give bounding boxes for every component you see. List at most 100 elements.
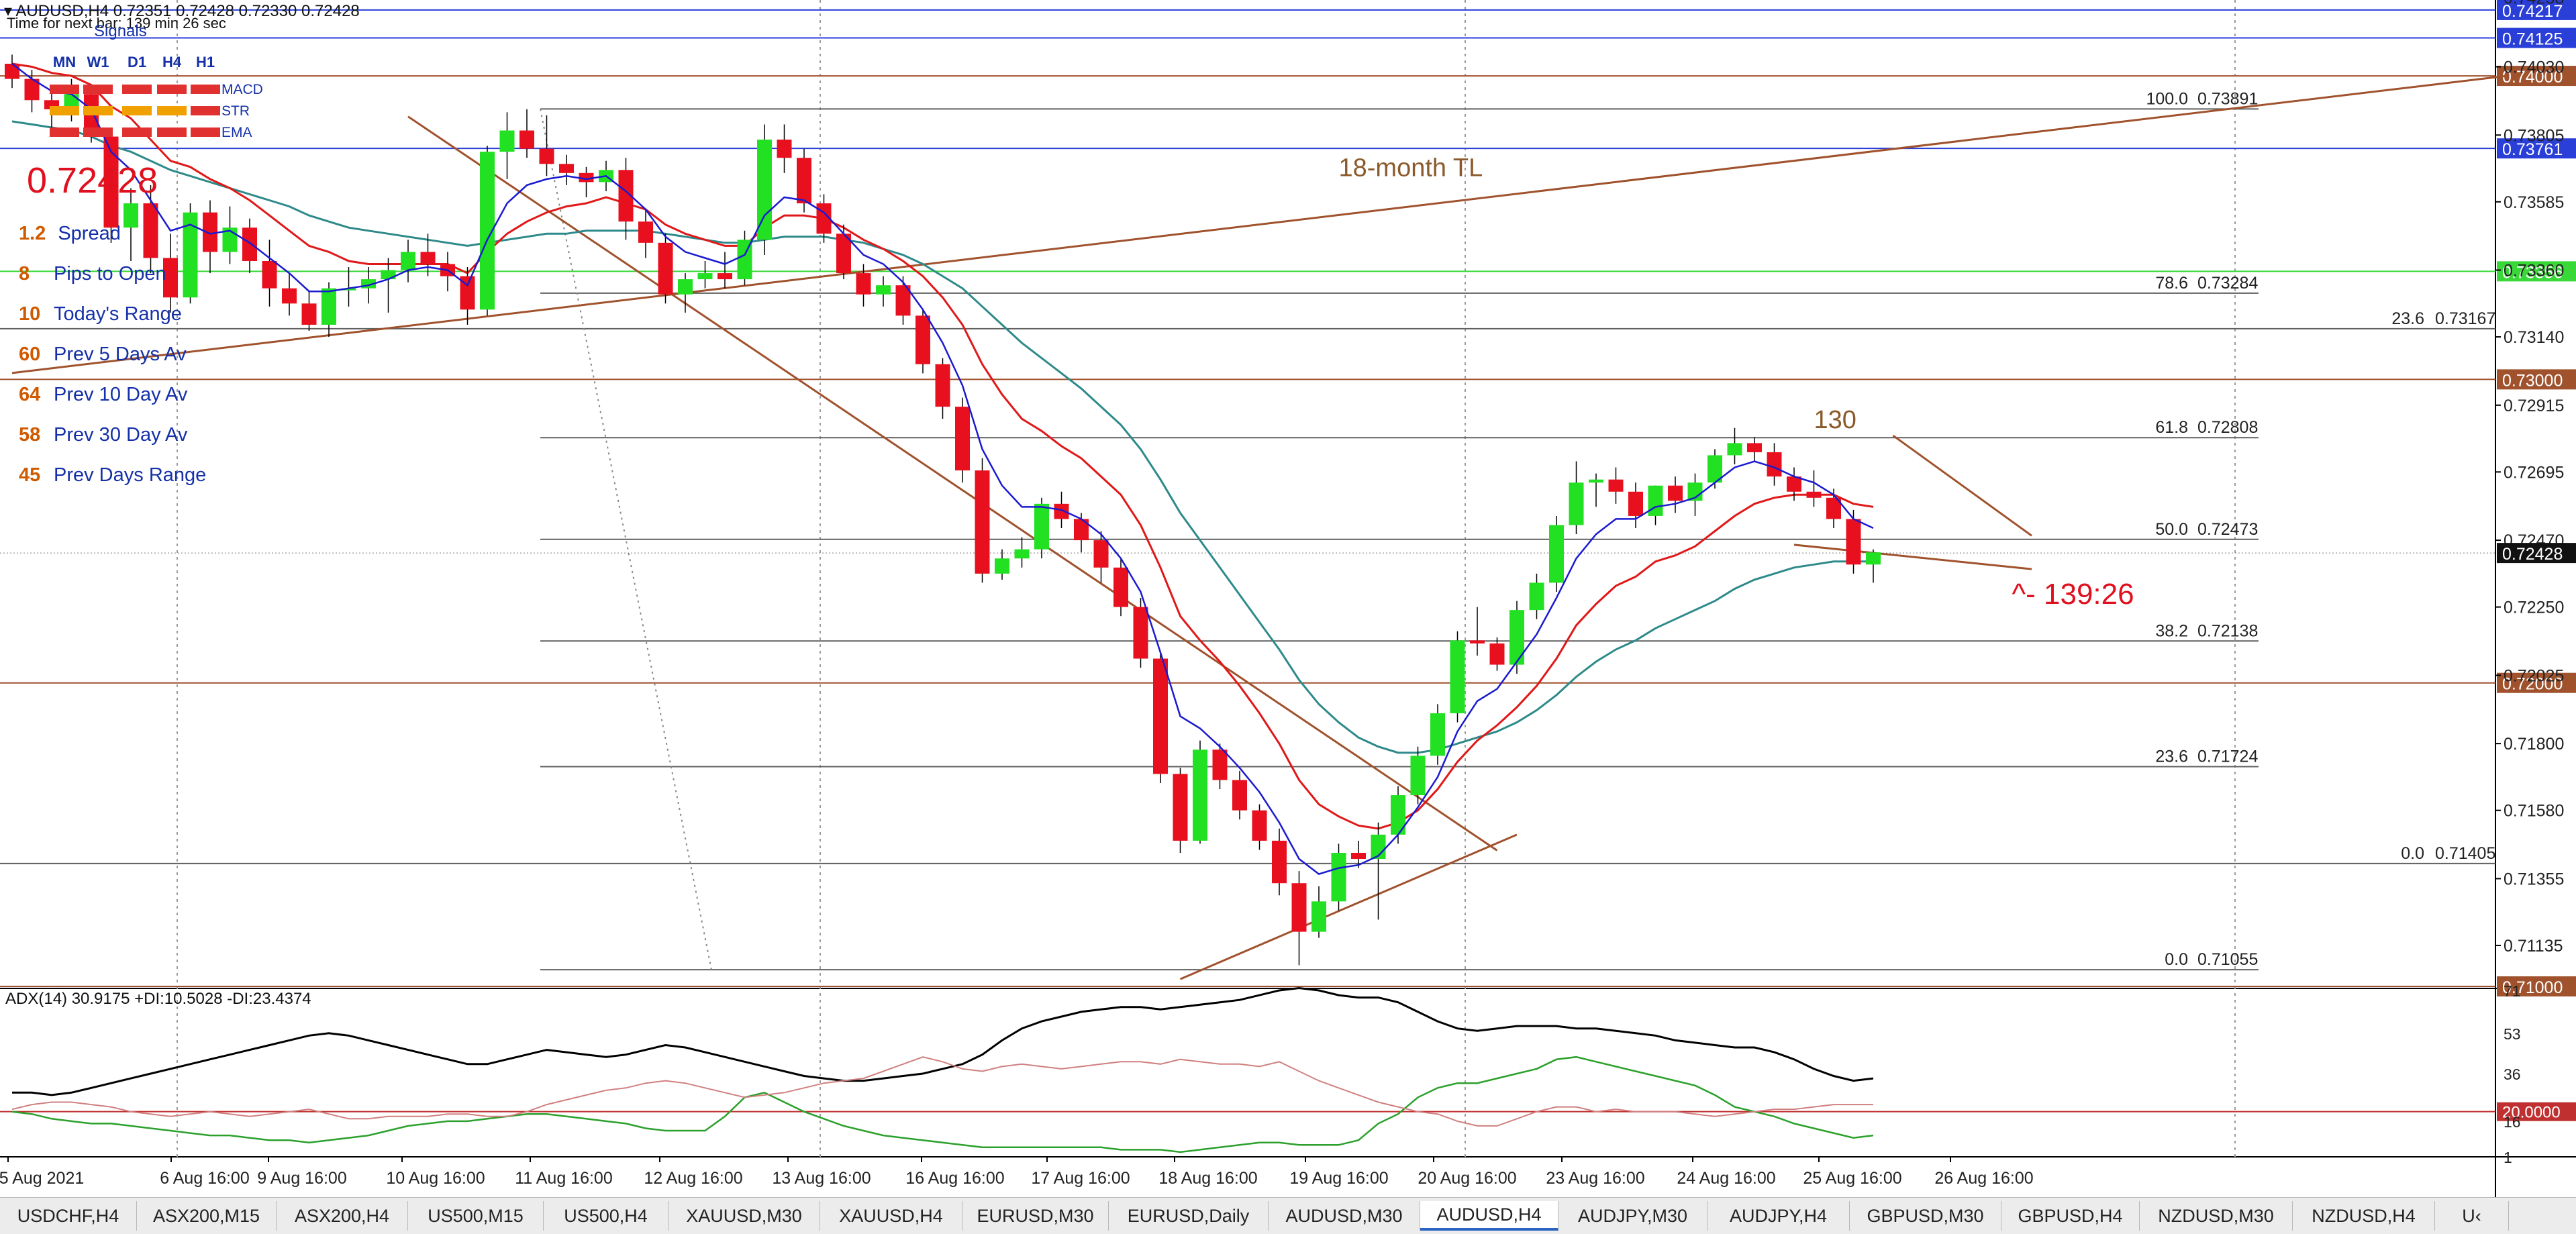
info-label: Spread [58, 222, 121, 244]
candle-body [757, 140, 772, 240]
tab-xauusd-m30[interactable]: XAUUSD,M30 [668, 1201, 820, 1231]
info-label: Prev 30 Day Av [54, 423, 188, 446]
candle-body [1648, 485, 1663, 516]
fib-level-label: 23.6 [2391, 309, 2424, 328]
time-tick-label: 26 Aug 16:00 [1934, 1169, 2033, 1188]
fib-price-label: 0.72808 [2197, 418, 2258, 437]
candle-body [1767, 452, 1782, 477]
info-label: Pips to Open [54, 262, 166, 285]
candle-body [519, 130, 534, 149]
tab-gbpusd-h4[interactable]: GBPUSD,H4 [2001, 1201, 2140, 1231]
fib-price-label: 0.73284 [2197, 274, 2258, 293]
candle-body [1569, 482, 1584, 525]
tab-audjpy-h4[interactable]: AUDJPY,H4 [1707, 1201, 1850, 1231]
candle [1291, 871, 1307, 966]
info-row: 45 Prev Days Range [19, 455, 206, 495]
tab-nzdusd-m30[interactable]: NZDUSD,M30 [2140, 1201, 2293, 1231]
fib-price-label: 0.71724 [2197, 748, 2258, 766]
time-tick-label: 19 Aug 16:00 [1289, 1169, 1388, 1188]
candle-body [401, 252, 415, 270]
signal-cell [122, 127, 152, 137]
candle [1569, 461, 1584, 535]
fib-level-label: 0.0 [2401, 844, 2424, 863]
fib-price-label: 0.72473 [2197, 520, 2258, 539]
tab-asx200-h4[interactable]: ASX200,H4 [277, 1201, 408, 1231]
candle-body [995, 558, 1009, 574]
candle [242, 218, 257, 274]
tab-gbpusd-m30[interactable]: GBPUSD,M30 [1850, 1201, 2001, 1231]
tab-overflow[interactable]: U‹ [2435, 1201, 2509, 1231]
candle [1589, 473, 1603, 507]
tab-audusd-m30[interactable]: AUDUSD,M30 [1269, 1201, 1420, 1231]
candle-body [1034, 503, 1049, 550]
candle [1450, 631, 1465, 723]
signal-cell [191, 106, 220, 115]
candle-body [1291, 883, 1307, 932]
candle [1470, 607, 1485, 656]
current-price-tag [2497, 543, 2576, 564]
candle-body [1252, 810, 1267, 841]
tab-usdchf-h4[interactable]: USDCHF,H4 [0, 1201, 137, 1231]
tab-us500-m15[interactable]: US500,M15 [408, 1201, 544, 1231]
level-tag-label: 0.74217 [2502, 2, 2563, 21]
candle [856, 264, 871, 307]
signal-cell [191, 127, 220, 137]
candle [995, 549, 1009, 580]
candle-body [618, 170, 634, 222]
candle-body [1866, 552, 1881, 565]
price-tick-label: 0.73360 [2504, 262, 2564, 280]
tab-asx200-m15[interactable]: ASX200,M15 [137, 1201, 277, 1231]
candle [1153, 652, 1168, 783]
chart-canvas[interactable]: 0.74217 0.74125 0.74000 0.73761 0.73356 0.730… [0, 0, 2576, 1197]
tab-xauusd-h4[interactable]: XAUUSD,H4 [820, 1201, 962, 1231]
bar-timer: Time for next bar: 139 min 26 sec [7, 15, 226, 32]
time-tick-label: 10 Aug 16:00 [386, 1169, 485, 1188]
candle [1866, 549, 1881, 583]
candle [1331, 843, 1346, 911]
tab-eurusd-m30[interactable]: EURUSD,M30 [962, 1201, 1109, 1231]
tab-nzdusd-h4[interactable]: NZDUSD,H4 [2293, 1201, 2435, 1231]
time-tick-label: 23 Aug 16:00 [1546, 1169, 1644, 1188]
candle-body [1470, 640, 1485, 644]
info-label: Today's Range [54, 303, 182, 325]
price-tick-label: 0.71800 [2504, 735, 2564, 754]
price-tick-label: 0.71580 [2504, 802, 2564, 821]
candle [1430, 704, 1445, 765]
candle [697, 260, 713, 289]
signal-cell [157, 127, 187, 137]
tab-audjpy-m30[interactable]: AUDJPY,M30 [1558, 1201, 1707, 1231]
candle [103, 127, 119, 243]
tab-eurusd-daily[interactable]: EURUSD,Daily [1109, 1201, 1269, 1231]
candle [618, 158, 634, 240]
candle-body [1272, 840, 1287, 884]
price-tick-label: 0.74258 [2504, 0, 2564, 7]
tab-us500-h4[interactable]: US500,H4 [544, 1201, 668, 1231]
level-tag [2497, 261, 2576, 282]
candle-body [1549, 525, 1564, 583]
level-tag-label: 0.71000 [2502, 978, 2563, 997]
candle-body [717, 273, 732, 280]
candle [24, 70, 40, 113]
candle-body [460, 276, 475, 310]
candle-body [777, 140, 792, 158]
candle-body [737, 240, 752, 280]
signal-cell [83, 127, 113, 137]
candle [519, 109, 534, 158]
candle [1727, 427, 1742, 465]
candle [1747, 437, 1762, 462]
price-tick-label: 0.72250 [2504, 599, 2564, 617]
signal-cell [157, 106, 187, 115]
candle [1133, 598, 1148, 668]
adx-tick-label: 1 [2504, 1149, 2512, 1166]
candle-body [123, 203, 138, 228]
candle-body [242, 227, 257, 261]
fib-level-label: 50.0 [2155, 520, 2188, 539]
adx-level-tag-label: 20.0000 [2502, 1104, 2561, 1122]
info-panel: 1.2 Spread 8 Pips to Open 10 Today's Range … [19, 213, 206, 495]
price-tick-label: 0.72025 [2504, 666, 2564, 685]
adx-tick-label: 53 [2504, 1025, 2521, 1043]
candle-body [1589, 479, 1603, 483]
candle-body [1212, 750, 1228, 780]
tab-audusd-h4[interactable]: AUDUSD,H4 [1420, 1201, 1558, 1231]
